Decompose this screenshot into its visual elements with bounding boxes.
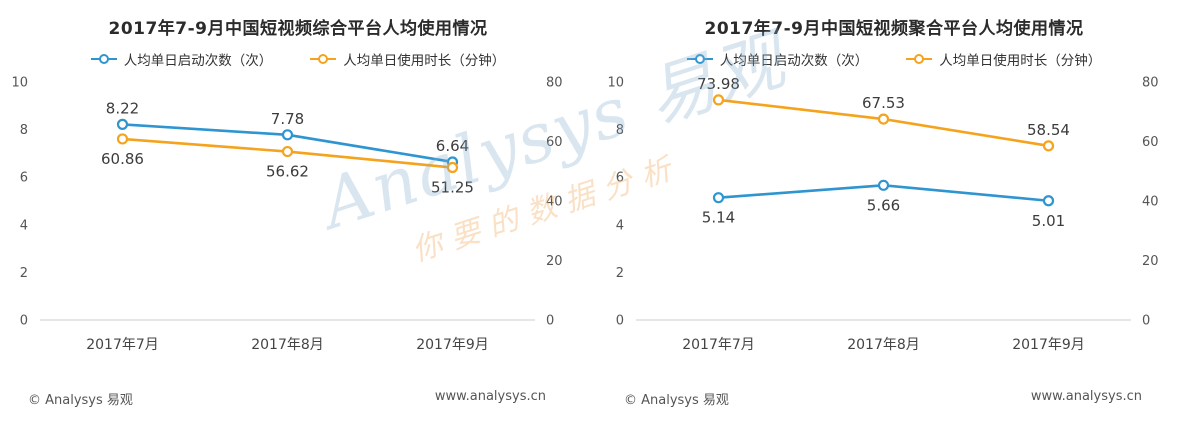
svg-text:2017年7月: 2017年7月 — [86, 337, 159, 353]
legend-item-usage-duration: 人均单日使用时长（分钟） — [310, 49, 505, 69]
copyright-text: © Analysys 易观 — [624, 393, 729, 408]
line-circle-marker-icon — [90, 53, 117, 65]
legend-label: 人均单日启动次数（次） — [719, 53, 869, 69]
svg-text:60: 60 — [1142, 135, 1159, 150]
svg-text:4: 4 — [20, 218, 28, 233]
svg-text:0: 0 — [616, 314, 624, 329]
svg-text:8.22: 8.22 — [106, 99, 139, 117]
line-circle-marker-icon — [906, 53, 933, 65]
svg-text:6: 6 — [20, 171, 28, 186]
legend-item-launch-count: 人均单日启动次数（次） — [686, 49, 869, 69]
svg-text:0: 0 — [1142, 314, 1150, 329]
legend-label: 人均单日使用时长（分钟） — [343, 53, 506, 69]
svg-text:56.62: 56.62 — [266, 163, 309, 181]
svg-text:7.78: 7.78 — [271, 110, 304, 128]
svg-text:5.14: 5.14 — [702, 209, 735, 227]
svg-text:5.01: 5.01 — [1032, 212, 1065, 230]
svg-text:8: 8 — [616, 123, 624, 138]
svg-text:40: 40 — [1142, 195, 1159, 210]
legend-label: 人均单日启动次数（次） — [123, 53, 273, 69]
svg-text:2017年7月: 2017年7月 — [682, 337, 755, 353]
svg-text:60.86: 60.86 — [101, 150, 144, 168]
legend: 人均单日启动次数（次） 人均单日使用时长（分钟） — [596, 49, 1192, 69]
svg-text:5.66: 5.66 — [867, 196, 900, 214]
chart-card-aggregation-platforms: 2017年7-9月中国短视频聚合平台人均使用情况 人均单日启动次数（次） — [596, 0, 1192, 424]
svg-text:6: 6 — [616, 171, 624, 186]
svg-text:2: 2 — [616, 266, 624, 281]
svg-text:51.25: 51.25 — [431, 179, 474, 197]
svg-text:2017年9月: 2017年9月 — [416, 337, 489, 353]
chart-card-composite-platforms: 2017年7-9月中国短视频综合平台人均使用情况 人均单日启动次数（次） — [0, 0, 596, 424]
line-chart-aggregation: 0 2 4 6 8 10 0 20 40 60 80 2017年7月 2017年8月 2017年9月 5.1… — [607, 75, 1159, 353]
svg-text:20: 20 — [1142, 254, 1159, 269]
svg-text:2017年9月: 2017年9月 — [1012, 337, 1085, 353]
legend-item-launch-count: 人均单日启动次数（次） — [90, 49, 273, 69]
svg-text:20: 20 — [546, 254, 563, 269]
chart-footer: © Analysys 易观 www.analysys.cn — [0, 389, 596, 424]
svg-text:0: 0 — [546, 314, 554, 329]
line-circle-marker-icon — [686, 53, 713, 65]
svg-text:10: 10 — [11, 76, 28, 91]
chart-footer: © Analysys 易观 www.analysys.cn — [596, 389, 1192, 424]
svg-text:2: 2 — [20, 266, 28, 281]
svg-text:60: 60 — [546, 135, 563, 150]
copyright-text: © Analysys 易观 — [28, 393, 133, 408]
website-url: www.analysys.cn — [1030, 389, 1142, 404]
website-url: www.analysys.cn — [434, 389, 546, 404]
svg-text:2017年8月: 2017年8月 — [251, 337, 324, 353]
chart-title: 2017年7-9月中国短视频聚合平台人均使用情况 — [704, 19, 1084, 39]
svg-text:8: 8 — [20, 123, 28, 138]
chart-title: 2017年7-9月中国短视频综合平台人均使用情况 — [108, 19, 488, 39]
legend: 人均单日启动次数（次） 人均单日使用时长（分钟） — [0, 49, 596, 69]
svg-text:80: 80 — [1142, 76, 1159, 91]
svg-text:10: 10 — [607, 76, 624, 91]
svg-text:80: 80 — [546, 76, 563, 91]
svg-text:67.53: 67.53 — [862, 94, 905, 112]
line-chart-composite: 0 2 4 6 8 10 0 20 40 60 80 2017年7月 2017年8月 2017年9月 8.2… — [11, 76, 563, 354]
svg-text:73.98: 73.98 — [697, 75, 740, 93]
svg-text:0: 0 — [20, 314, 28, 329]
line-circle-marker-icon — [310, 53, 337, 65]
legend-label: 人均单日使用时长（分钟） — [939, 53, 1102, 69]
svg-text:6.64: 6.64 — [436, 137, 469, 155]
svg-text:58.54: 58.54 — [1027, 121, 1070, 139]
svg-text:40: 40 — [546, 195, 563, 210]
svg-text:4: 4 — [616, 218, 624, 233]
svg-text:2017年8月: 2017年8月 — [847, 337, 920, 353]
legend-item-usage-duration: 人均单日使用时长（分钟） — [906, 49, 1101, 69]
